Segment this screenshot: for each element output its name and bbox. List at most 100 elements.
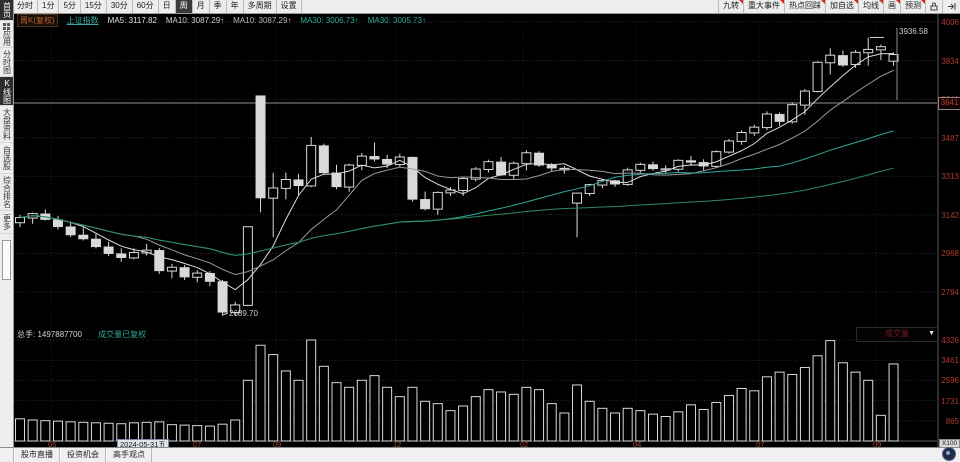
left-sidebar: 首页应用分时图 K线图大盘资料自选股综合排名更多: [0, 0, 14, 448]
period-tab-多周期[interactable]: 多周期: [244, 0, 277, 13]
time-axis-label: 12: [393, 440, 402, 449]
kline-type-label: 周K(复权): [17, 14, 58, 27]
time-axis-label: 07: [193, 440, 202, 449]
volume-header: 总手: 1497887700 成交量已复权: [17, 329, 146, 340]
time-axis-label: 09: [873, 440, 882, 449]
period-tab-30分[interactable]: 30分: [107, 0, 133, 13]
low-price-annotation: 2689.70: [229, 309, 258, 318]
chart-tools: 九转 重大事件 热点回踩 加自选 均线画预测: [718, 0, 960, 13]
period-toolbar: 分时 1分 5分 15分 30分 60分日周月季年多周期 设置 九转 重大事件 热点回踩 加自选均…: [13, 0, 960, 14]
time-axis-label: 04: [633, 440, 642, 449]
tool-九转[interactable]: 九转: [718, 0, 743, 13]
price-tick: 3487: [941, 133, 959, 143]
period-tab-设置[interactable]: 设置: [277, 0, 302, 13]
sidebar-item-更多[interactable]: 更多: [0, 211, 13, 234]
tool-加自选[interactable]: 加自选: [825, 0, 858, 13]
period-tab-1分[interactable]: 1分: [38, 0, 60, 13]
period-tab-15分[interactable]: 15分: [81, 0, 107, 13]
sidebar-item-label: 分时图: [2, 50, 12, 74]
red-corner-badge: [854, 0, 858, 4]
time-axis-label: 02: [520, 440, 529, 449]
index-name-link[interactable]: 上证指数: [66, 16, 99, 25]
volume-tick: 1731: [941, 396, 959, 406]
tool-画[interactable]: 画: [883, 0, 900, 13]
collapse-panel-icon[interactable]: [942, 0, 960, 13]
period-tab-60分[interactable]: 60分: [133, 0, 159, 13]
high-price-annotation: 3936.58: [899, 27, 928, 36]
lock-icon[interactable]: [925, 0, 942, 13]
total-volume-label: 总手: 1497887700: [17, 330, 82, 339]
reference-price-tag: 3641: [938, 97, 960, 110]
sidebar-item-自选股[interactable]: 自选股: [0, 143, 13, 174]
price-tick: 3142: [941, 210, 959, 220]
red-corner-badge: [739, 0, 743, 4]
bottom-tab-bar: 股市直播 投资机会 高手观点: [0, 447, 960, 462]
ma-legend-item: MA5: 3117.82: [107, 16, 157, 25]
sidebar-scrollbar-thumb[interactable]: [2, 240, 11, 280]
apps-grid-icon: [3, 22, 10, 30]
indicator-selector[interactable]: 成交量 ▼: [856, 327, 938, 342]
tool-重大事件[interactable]: 重大事件: [743, 0, 784, 13]
red-corner-badge: [821, 0, 825, 4]
sidebar-item-label: 应用: [2, 29, 12, 46]
sidebar-items: 首页应用分时图 K线图大盘资料自选股综合排名更多: [0, 0, 13, 234]
price-tick: 3313: [941, 172, 959, 182]
indicator-label: 成交量: [885, 329, 909, 338]
sidebar-item-label: 综合排名: [2, 176, 12, 208]
sidebar-item-label: 更多: [2, 214, 12, 230]
volume-tick: 865: [945, 416, 959, 426]
ma-legend-item: MA30: 3005.73↑: [367, 16, 426, 25]
red-corner-badge: [879, 0, 883, 4]
period-tab-周[interactable]: 周: [175, 0, 193, 13]
tool-预测[interactable]: 预测: [900, 0, 925, 13]
volume-adjusted-note: 成交量已复权: [98, 330, 147, 339]
bottom-bar-spacer: [0, 448, 14, 462]
red-corner-badge: [780, 0, 784, 4]
tool-热点回踩[interactable]: 热点回踩: [784, 0, 825, 13]
period-tabs: 分时 1分 5分 15分 30分 60分日周月季年多周期 设置: [13, 0, 302, 13]
chart-legend: 周K(复权) 上证指数 MA5: 3117.82 MA10: 3087.29↑ MA…: [17, 14, 426, 27]
sidebar-item-应用[interactable]: 应用: [0, 21, 13, 48]
ma-legend-item: MA30: 3006.73↑: [300, 16, 359, 25]
sidebar-item-首页[interactable]: 首页: [0, 0, 13, 21]
period-tab-日[interactable]: 日: [159, 0, 176, 13]
price-tick: 4006: [941, 18, 959, 27]
volume-tick: 2596: [941, 376, 959, 386]
volume-tick: 3461: [941, 356, 959, 366]
period-tab-年[interactable]: 年: [227, 0, 244, 13]
red-corner-badge: [921, 0, 925, 4]
volume-tick: 4326: [941, 336, 959, 345]
price-tick: 3834: [941, 56, 959, 66]
floating-action-icon[interactable]: [942, 447, 956, 461]
ma-legend-item: MA10: 3087.29↑: [233, 16, 292, 25]
sidebar-item-label: K线图: [2, 78, 12, 104]
price-tick: 2794: [941, 288, 959, 297]
sidebar-item-K线图[interactable]: K线图: [0, 77, 13, 106]
red-corner-badge: [896, 0, 900, 4]
period-tab-月[interactable]: 月: [193, 0, 210, 13]
period-tab-季[interactable]: 季: [210, 0, 227, 13]
ma-legend-item: MA10: 3087.29↑: [165, 16, 225, 25]
period-tab-5分[interactable]: 5分: [59, 0, 81, 13]
tool-均线[interactable]: 均线: [858, 0, 883, 13]
sidebar-item-label: 自选股: [2, 146, 12, 170]
sidebar-item-label: 首页: [2, 2, 12, 18]
bottom-tab-投资机会[interactable]: 投资机会: [60, 448, 106, 462]
price-tick: 2968: [941, 249, 959, 259]
chevron-down-icon: ▼: [928, 330, 935, 337]
sidebar-item-label: 大盘资料: [2, 108, 12, 140]
ma-legend: MA5: 3117.82 MA10: 3087.29↑ MA10: 3087.29↑…: [108, 16, 426, 25]
bottom-tabs: 股市直播 投资机会 高手观点: [14, 448, 152, 462]
period-tab-分时[interactable]: 分时: [13, 0, 38, 13]
bottom-tab-高手观点[interactable]: 高手观点: [106, 448, 152, 462]
price-axis: 4006 3834 3641 3487 3313 3142 2968 2794 4326 3461…: [939, 13, 960, 448]
sidebar-item-综合排名[interactable]: 综合排名: [0, 174, 13, 211]
bottom-tab-股市直播[interactable]: 股市直播: [14, 448, 60, 462]
sidebar-item-分时图[interactable]: 分时图: [0, 48, 13, 77]
sidebar-item-大盘资料[interactable]: 大盘资料: [0, 106, 13, 143]
time-axis-label: 09: [273, 440, 282, 449]
time-axis-label: 05: [48, 440, 57, 449]
time-axis-label: 07: [756, 440, 765, 449]
